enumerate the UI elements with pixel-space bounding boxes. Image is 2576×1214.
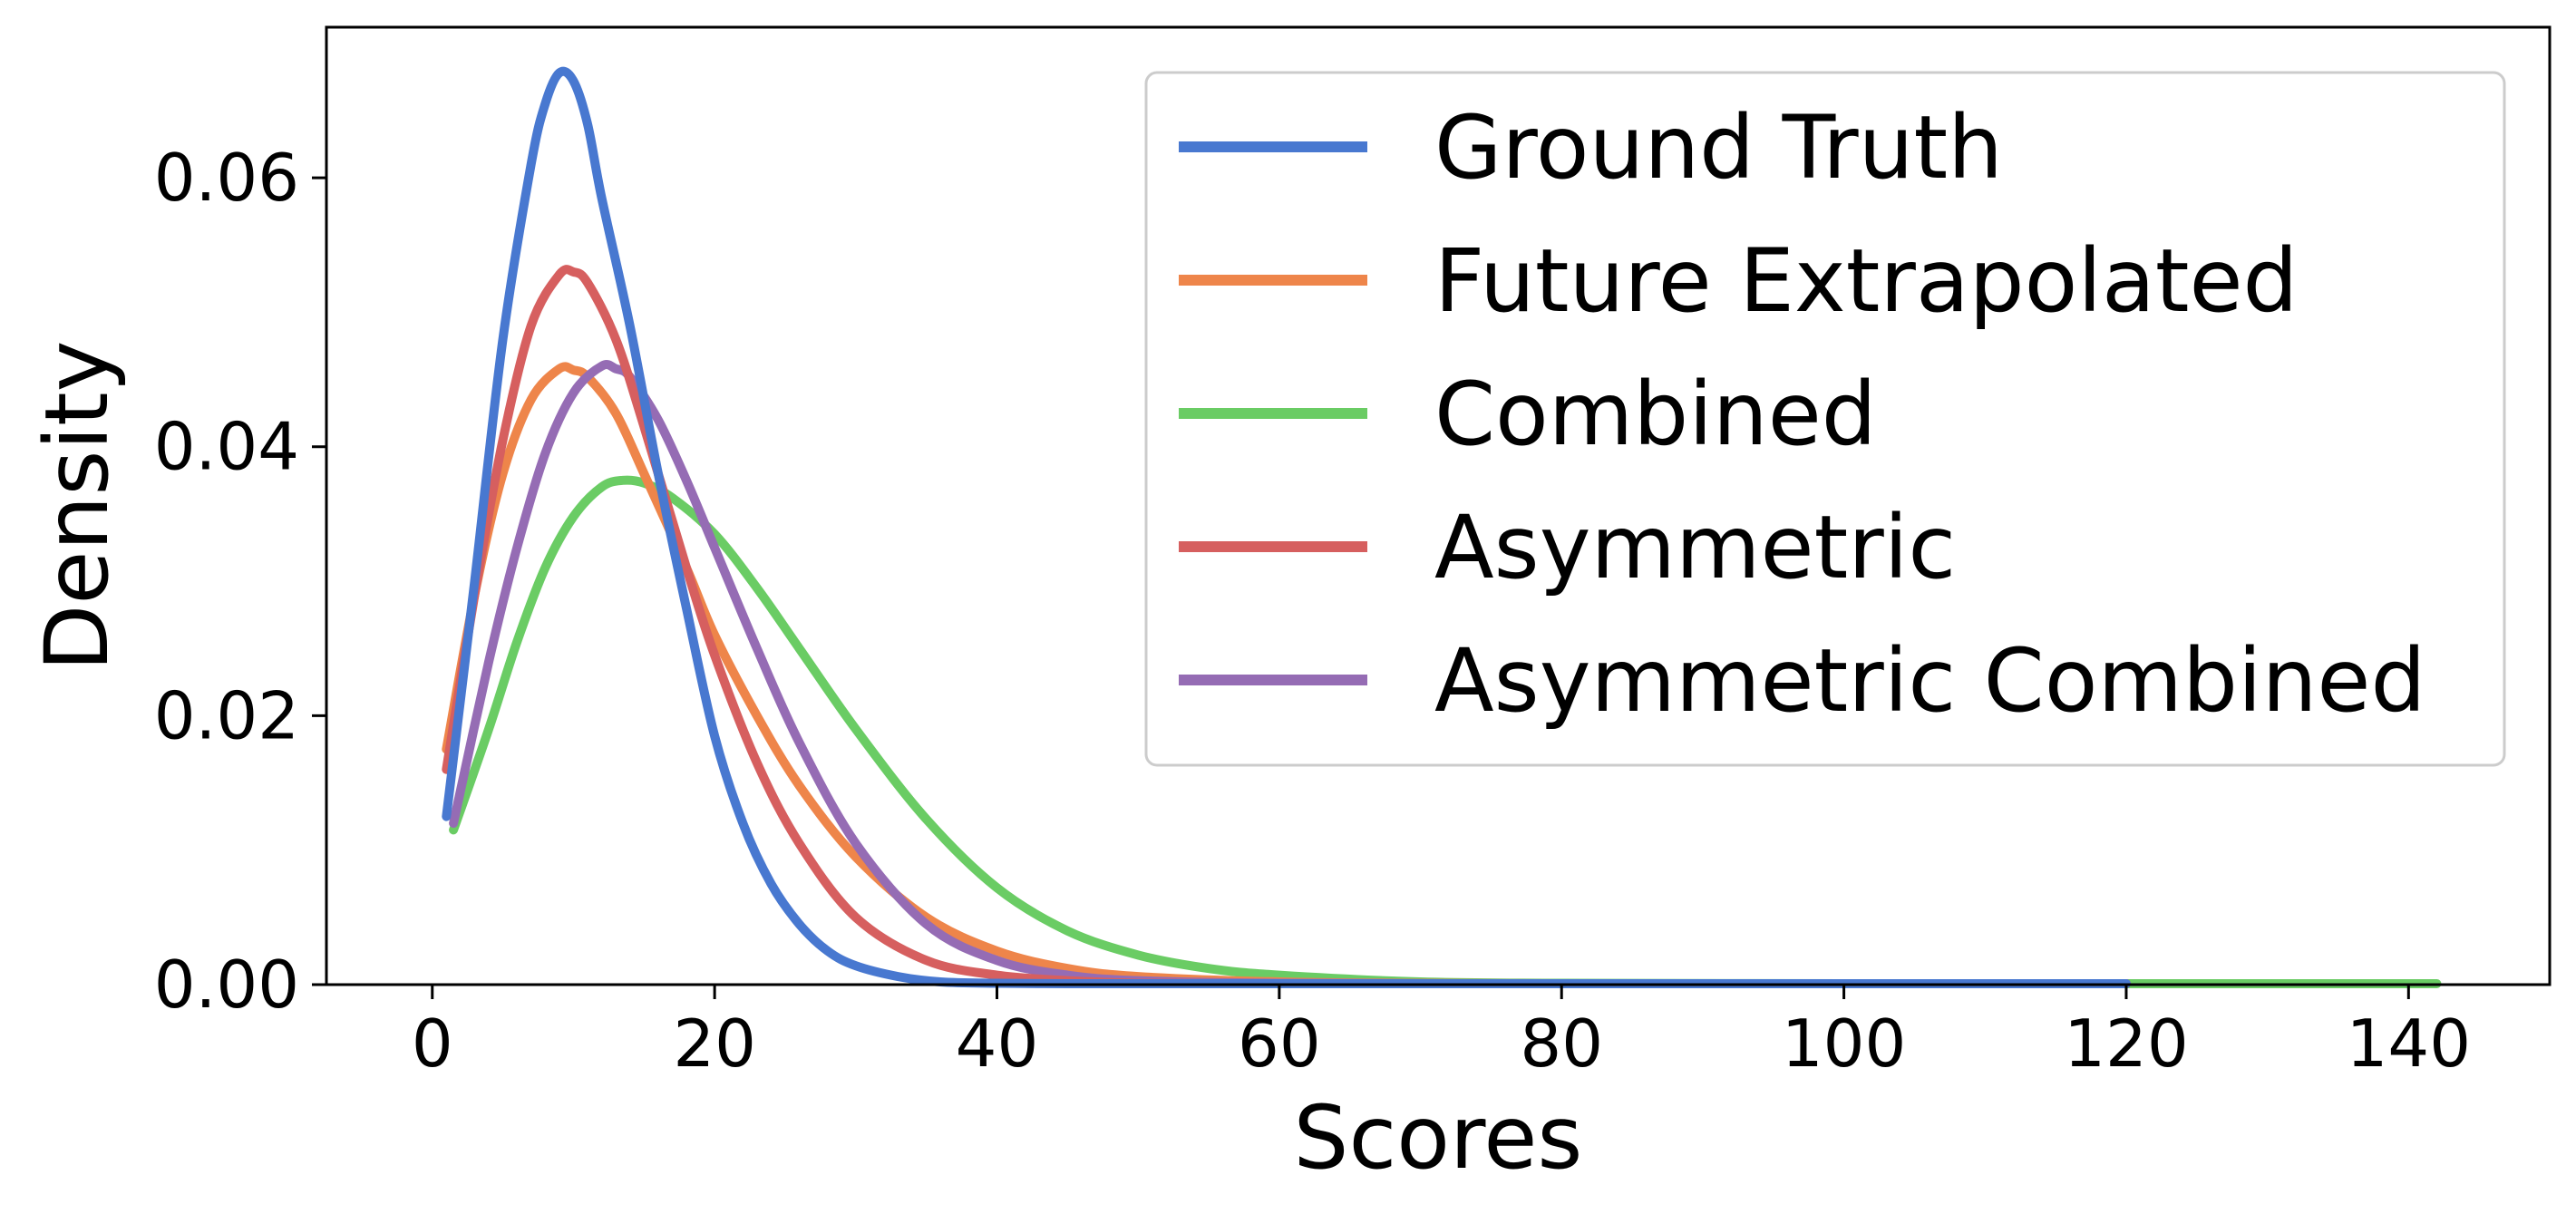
plot-frame [325,25,2552,986]
x-axis-title: Scores [1294,1087,1583,1189]
legend-box [1144,71,2506,767]
y-axis-title: Density [26,341,128,672]
y-tick-label: 0.06 [154,140,299,216]
y-tick-label: 0.04 [154,409,299,485]
x-axis: 0 20 40 60 80 100 120 140 [412,985,2471,1082]
x-tick-label: 20 [673,1005,756,1082]
x-tick-label: 80 [1520,1005,1603,1082]
legend-label: Asymmetric [1434,497,1956,598]
x-tick-label: 0 [412,1005,453,1082]
legend-label: Combined [1434,364,1877,465]
y-tick-label: 0.02 [154,677,299,753]
legend-label: Ground Truth [1434,97,2003,199]
x-tick-label: 100 [1782,1005,1906,1082]
legend-label: Future Extrapolated [1434,230,2298,332]
legend-label: Asymmetric Combined [1434,630,2425,732]
x-tick-label: 140 [2347,1005,2471,1082]
x-tick-label: 60 [1238,1005,1321,1082]
y-axis: 0.00 0.02 0.04 0.06 [154,140,326,1023]
legend: Ground Truth Future Extrapolated Combined A… [1144,71,2506,767]
x-tick-label: 120 [2064,1005,2188,1082]
y-tick-label: 0.00 [154,947,299,1023]
x-tick-label: 40 [956,1005,1039,1082]
